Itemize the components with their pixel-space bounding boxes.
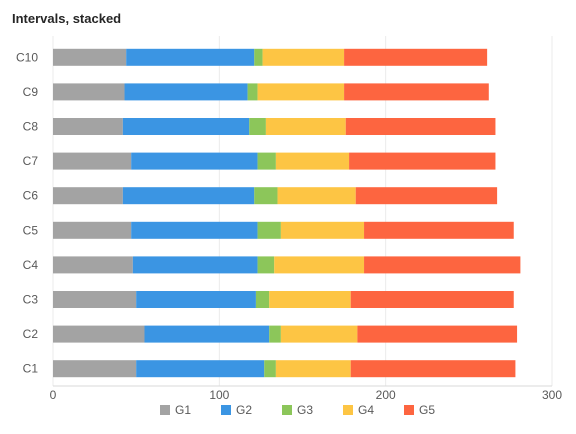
legend-label-g4[interactable]: G4	[358, 403, 374, 417]
bar-segment-g4-c6	[277, 187, 356, 205]
bar-segment-g5-c3	[350, 291, 514, 308]
bar-segment-g2-c1	[136, 360, 265, 378]
bar-segment-g3-c5	[257, 221, 281, 239]
bar-segment-g5-c8	[345, 118, 496, 135]
bar-segment-g2-c3	[136, 291, 256, 308]
bar-segment-g3-c9	[247, 83, 258, 101]
bar-segment-g5-c4	[364, 256, 521, 274]
y-tick-label: C5	[23, 223, 39, 237]
bar-segment-g2-c6	[122, 187, 255, 205]
bar-segment-g4-c8	[265, 118, 346, 135]
legend-swatch-g3[interactable]	[282, 405, 292, 415]
bar-segment-g5-c5	[364, 221, 514, 239]
bar-segment-g3-c2	[269, 325, 281, 343]
bar-segment-g3-c3	[255, 291, 270, 308]
chart-title: Intervals, stacked	[12, 11, 122, 26]
bar-segment-g1-c5	[53, 221, 132, 239]
bar-segment-g3-c10	[254, 48, 263, 66]
bar-segment-g5-c7	[349, 152, 496, 170]
y-tick-label: C7	[23, 154, 39, 168]
legend-swatch-g5[interactable]	[404, 405, 414, 415]
bar-segment-g3-c1	[264, 360, 276, 378]
bar-segment-g4-c10	[262, 48, 345, 66]
bar-segment-g5-c6	[355, 187, 498, 205]
x-tick-label: 200	[376, 388, 396, 402]
bar-segment-g2-c5	[131, 221, 258, 239]
x-tick-label: 0	[50, 388, 57, 402]
bar-segment-g4-c4	[274, 256, 365, 274]
y-tick-label: C6	[23, 189, 39, 203]
y-tick-label: C8	[23, 120, 39, 134]
bar-segment-g4-c2	[280, 325, 358, 343]
bar-segment-g3-c4	[257, 256, 275, 274]
bar-segment-g2-c10	[126, 48, 255, 66]
x-tick-label: 100	[209, 388, 229, 402]
bar-segment-g1-c7	[53, 152, 132, 170]
bar-segment-g1-c8	[53, 118, 123, 135]
bar-segment-g2-c9	[124, 83, 248, 101]
legend-swatch-g2[interactable]	[221, 405, 231, 415]
bar-segment-g4-c5	[280, 221, 365, 239]
legend-swatch-g1[interactable]	[160, 405, 170, 415]
bar-segment-g5-c1	[350, 360, 516, 378]
bar-segment-g5-c10	[344, 48, 488, 66]
x-tick-label: 300	[542, 388, 562, 402]
y-tick-label: C3	[23, 293, 39, 307]
legend-label-g3[interactable]: G3	[297, 403, 313, 417]
bar-segment-g3-c6	[254, 187, 278, 205]
bar-segment-g1-c4	[53, 256, 133, 274]
bar-segment-g1-c6	[53, 187, 123, 205]
bar-segment-g3-c7	[257, 152, 276, 170]
y-tick-label: C4	[23, 258, 39, 272]
bar-segment-g2-c7	[131, 152, 258, 170]
bar-segment-g1-c2	[53, 325, 145, 343]
y-tick-label: C2	[23, 327, 39, 341]
y-tick-label: C10	[16, 50, 38, 64]
bar-segment-g4-c7	[275, 152, 350, 170]
bar-segment-g2-c2	[144, 325, 270, 343]
bar-segment-g1-c1	[53, 360, 137, 378]
bar-segment-g1-c3	[53, 291, 137, 308]
bar-segment-g4-c1	[275, 360, 351, 378]
bar-segment-g4-c9	[257, 83, 345, 101]
bar-segment-g1-c10	[53, 48, 127, 66]
legend-swatch-g4[interactable]	[343, 405, 353, 415]
y-tick-label: C9	[23, 85, 39, 99]
bar-segment-g5-c9	[344, 83, 489, 101]
bar-segment-g3-c8	[249, 118, 266, 135]
bar-segment-g1-c9	[53, 83, 125, 101]
bar-segment-g2-c8	[122, 118, 250, 135]
legend-label-g1[interactable]: G1	[175, 403, 191, 417]
bar-segment-g2-c4	[132, 256, 258, 274]
bar-segment-g5-c2	[357, 325, 518, 343]
legend-label-g5[interactable]: G5	[419, 403, 435, 417]
y-tick-label: C1	[23, 362, 39, 376]
legend-label-g2[interactable]: G2	[236, 403, 252, 417]
bar-segment-g4-c3	[269, 291, 351, 308]
